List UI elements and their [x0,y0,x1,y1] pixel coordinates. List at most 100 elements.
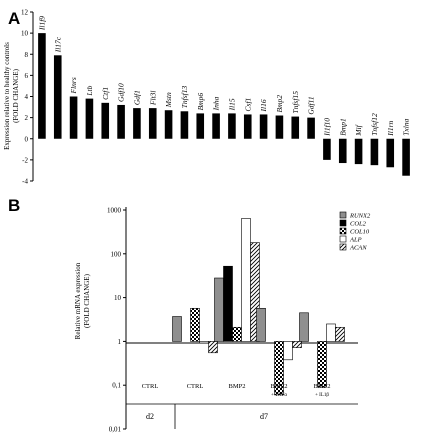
panel-a-ytick-label: -4 [22,178,28,186]
panel-a-bar-gdf11 [307,117,315,139]
panel-b-bar-runx2-group-2 [172,316,182,342]
panel-b-group-label-2: CTRL [187,383,204,390]
panel-a-category-labels: Il1f9 Il17c Flnrs Ltb Ctf1 Gdf10 Gdf1 Flt3l Mstn… [37,16,410,137]
panel-b-bar-acan-group-2 [208,341,218,354]
panel-a-ytick-label: 0 [25,135,29,143]
panel-a-bar-tnfsf15 [291,116,300,139]
panel-b-ytick-label: 0,1 [112,382,121,390]
panel-a-label-gdf1: Gdf1 [132,90,141,105]
panel-b-bar-runx2-group-4 [256,307,266,342]
panel-a-label-tnfsf15: Tnfsf15 [291,91,300,114]
panel-a-label-gdf11: Gdf11 [307,96,316,114]
panel-b-ytick-label: 1000 [107,207,122,215]
panel-a-label-il17c: Il17c [53,36,62,53]
panel-a-label-il1rn: Il1rn [386,121,395,137]
panel-a-label-gdf10: Gdf10 [117,83,126,102]
panel-a-bar-il1f10 [323,138,331,160]
panel-a-bar-csf1 [243,114,252,139]
panel-b-legend-label-runx2: RUNX2 [349,213,371,220]
panel-b-legend-swatch-col2 [339,219,347,227]
panel-a-bar-il1f9 [38,33,46,139]
panel-b-bar-col10-group-2 [190,307,200,342]
panel-a-label-bmp6: Bmp6 [196,93,205,111]
panel-a-label-inha: Inha [212,96,221,111]
panel-a-bar-flnrs [69,96,78,139]
panel-b-legend-swatch-runx2 [339,211,347,219]
panel-b-day-label-d7: d7 [260,412,268,421]
panel-a-bar-mif [354,138,363,165]
panel-a-bar-bmp6 [196,113,205,139]
panel-a-label-csf1: Csf1 [243,98,252,112]
panel-a-bar-gdf1 [133,108,141,139]
panel-a-bar-ctf1 [101,102,110,139]
panel-b-bar-acan-group-4 [292,341,302,348]
panel-a-label-flnrs: Flnrs [69,77,78,94]
panel-b-ytick-label: 100 [111,250,122,258]
panel-b-group-labels: CTRL CTRL BMP2 BMP2 + TNFα BMP2 + IL1β [142,383,331,398]
panel-a-ticks: -4 -2 0 2 4 6 8 10 12 [21,9,33,186]
panel-a-bar-il17c [53,55,62,139]
panel-a-label-txlna: Txlna [402,118,411,135]
panel-b-bar-alp-group-4 [283,341,293,361]
panel-a-ytick-label: -2 [22,156,28,164]
panel-a-label-mstn: Mstn [164,92,173,108]
panel-b-legend-swatch-acan [339,243,347,251]
panel-a-bar-il1rn [386,138,395,168]
panel-a-bar-il16 [259,114,268,139]
panel-a-bar-il15 [228,113,236,139]
panel-a-ylabel-line1: Expression relative to healthy controls [3,42,11,150]
panel-b-legend-swatch-alp [339,235,347,243]
panel-b-legend-label-col2: COL2 [350,221,367,228]
panel-a-ytick-label: 8 [25,51,29,59]
panel-b-legend-label-alp: ALP [349,237,362,244]
panel-a-bar-flt3l [148,108,157,139]
panel-a-ylabel-line2: (FOLD CHANGE) [12,68,20,123]
panel-a-bar-tnfsf12 [370,138,379,166]
panel-b-group-label-5: BMP2 [314,383,331,390]
panel-a-label-ctf1: Ctf1 [101,87,110,100]
panel-b-bars [172,218,345,396]
panel-b-legend-label-col10: COL10 [350,229,370,236]
panel-b-bar-alp-group-2 [199,341,209,344]
panel-b-letter: B [8,196,20,215]
panel-b-group-label-3: BMP2 [229,383,246,390]
panel-b-ytick-label: 1 [118,338,122,346]
panel-b-ylabel-line2: (FOLD CHANGE) [83,273,91,328]
panel-a-ytick-label: 6 [25,72,29,80]
panel-a-label-ltb: Ltb [85,85,94,96]
panel-a-label-flt3l: Flt3l [148,91,157,107]
panel-b-ytick-label: 10 [114,294,122,302]
panel-b-day-label-d2: d2 [146,412,154,421]
panel-a-ytick-label: 10 [21,30,29,38]
panel-b-bar-col10-group-3 [232,326,242,342]
panel-b-group-label-4: BMP2 [271,383,288,390]
panel-b-group-sublabel-4: + TNFα [271,393,287,398]
panel-b-ylabel-line1: Relative mRNA expression [74,262,82,339]
panel-a-label-il15: Il15 [227,98,236,111]
panel-b-bar-runx2-group-5 [299,312,309,342]
panel-b-bar-alp-group-3 [241,218,251,342]
panel-b-legend-label-acan: ACAN [349,245,367,252]
panel-a-label-bmp1: Bmp1 [338,118,347,136]
panel-b: B Relative mRNA expression (FOLD CHANGE)… [8,196,371,434]
panel-b-bar-col10-group-5 [317,341,327,388]
panel-a-bar-mstn [164,110,173,139]
panel-a: A Expression relative to healthy control… [3,9,411,186]
panel-a-bar-tnfsf13 [180,111,189,139]
panel-b-ticks: 1000 100 10 1 0,1 0,01 [107,207,126,434]
panel-a-bar-txlna [402,138,410,176]
panel-a-bar-bmp1 [338,138,347,164]
panel-a-ytick-label: 4 [25,93,29,101]
panel-a-bar-inha [212,113,220,139]
panel-a-bar-bmp2 [275,115,284,139]
panel-b-ytick-label: 0,01 [109,426,122,434]
panel-a-label-tnfsf12: Tnfsf12 [370,113,379,136]
panel-a-label-tnfsf13: Tnfsf13 [180,86,189,109]
panel-a-bar-gdf10 [117,104,125,139]
panel-b-group-sublabel-5: + IL1β [315,393,329,398]
panel-b-group-label-1: CTRL [142,383,159,390]
panel-a-ytick-label: 12 [21,9,29,17]
panel-a-label-il1f9: Il1f9 [37,16,46,31]
